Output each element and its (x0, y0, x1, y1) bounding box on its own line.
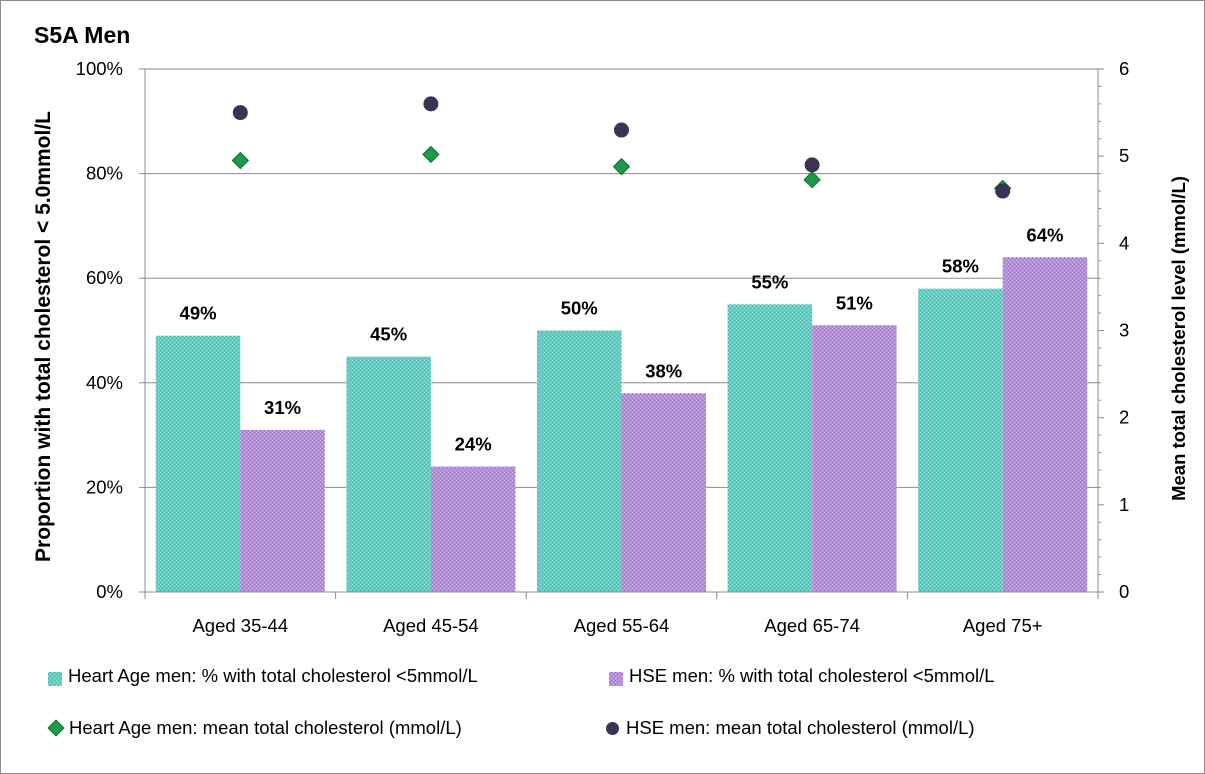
y2-tick-label: 2 (1119, 407, 1129, 428)
data-label: 38% (645, 360, 682, 381)
bar (537, 330, 622, 592)
x-tick-label: Aged 45-54 (383, 615, 479, 636)
bar (621, 393, 706, 592)
y-tick-label: 40% (86, 372, 123, 393)
circle-marker (232, 105, 248, 121)
circle-marker (804, 157, 820, 173)
bar (918, 288, 1003, 592)
data-label: 50% (561, 298, 598, 319)
x-tick-label: Aged 65-74 (764, 615, 860, 636)
x-tick-label: Aged 55-64 (574, 615, 670, 636)
legend-swatch-purple (609, 669, 623, 686)
data-label: 51% (836, 292, 873, 313)
diamond-marker (231, 151, 250, 170)
diamond-marker (422, 145, 440, 164)
bar (430, 466, 516, 592)
legend-label: Heart Age men: % with total cholesterol … (68, 665, 478, 686)
circle-marker (423, 96, 439, 112)
y-tick-label: 20% (86, 476, 123, 497)
x-tick-label: Aged 75+ (963, 615, 1043, 636)
data-label: 49% (180, 303, 217, 324)
y2-tick-label: 6 (1119, 58, 1129, 79)
y-tick-label: 100% (76, 58, 123, 79)
legend-item-hse-mean: HSE men: mean total cholesterol (mmol/L) (606, 717, 975, 739)
data-label: 58% (942, 256, 979, 277)
bar (1002, 257, 1088, 592)
data-label: 55% (751, 271, 788, 292)
legend-swatch-teal (48, 669, 62, 686)
data-label: 31% (264, 397, 301, 418)
y2-tick-label: 3 (1119, 320, 1129, 341)
legend-item-heart-age-mean: Heart Age men: mean total cholesterol (m… (47, 717, 462, 739)
y2-tick-label: 0 (1119, 581, 1129, 602)
diamond-marker (803, 170, 821, 189)
bar (346, 356, 431, 592)
x-tick-label: Aged 35-44 (192, 615, 288, 636)
y-tick-label: 60% (86, 267, 123, 288)
y2-tick-label: 1 (1119, 494, 1129, 515)
data-label: 45% (370, 324, 407, 345)
y-axis-title: Proportion with total cholesterol < 5.0m… (32, 111, 55, 562)
diamond-marker (612, 157, 631, 176)
bar (812, 325, 897, 592)
y-tick-label: 80% (86, 163, 123, 184)
legend-label: HSE men: % with total cholesterol <5mmol… (629, 665, 995, 686)
bar (155, 335, 241, 592)
data-label: 64% (1026, 224, 1063, 245)
bar (727, 304, 813, 592)
circle-marker (614, 122, 629, 138)
chart-title: S5A Men (34, 22, 131, 48)
circle-marker (995, 183, 1011, 199)
y2-tick-label: 5 (1119, 145, 1129, 166)
circle-icon (606, 721, 619, 735)
data-label: 24% (455, 433, 492, 454)
y2-axis-title: Mean total cholesterol level (mmol/L) (1168, 176, 1189, 501)
bar (240, 429, 325, 592)
legend-item-heart-age-pct: Heart Age men: % with total cholesterol … (48, 665, 478, 687)
y-tick-label: 0% (96, 581, 123, 602)
chart-plot: 0% 20% 40% 60% 80% 100% 0 1 2 3 4 5 6 Aged 35-44 Aged … (32, 58, 1189, 636)
legend-label: Heart Age men: mean total cholesterol (m… (69, 717, 462, 738)
y2-tick-label: 4 (1119, 232, 1129, 253)
legend-item-hse-pct: HSE men: % with total cholesterol <5mmol… (609, 665, 995, 687)
diamond-icon (47, 719, 65, 737)
legend-label: HSE men: mean total cholesterol (mmol/L) (626, 717, 975, 738)
